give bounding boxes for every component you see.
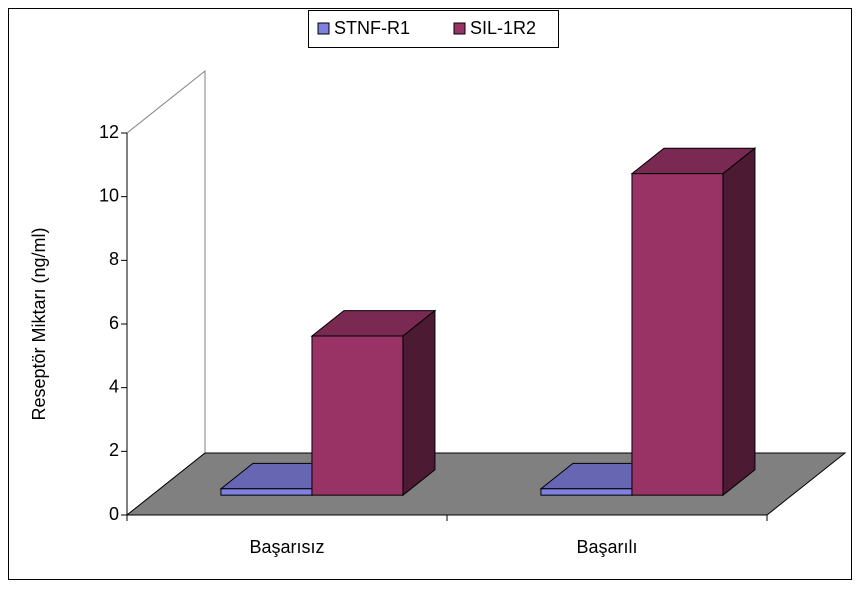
x-tick-label: Başarısız — [249, 537, 324, 557]
y-tick-label: 6 — [109, 313, 119, 333]
y-tick-label: 10 — [99, 185, 119, 205]
legend-swatch — [453, 22, 466, 35]
legend-label: STNF-R1 — [334, 18, 410, 38]
y-tick-label: 12 — [99, 122, 119, 142]
side-wall — [126, 69, 206, 517]
bar — [631, 173, 724, 496]
y-tick-label: 0 — [109, 504, 119, 524]
y-axis-label: Reseptör Miktarı (ng/ml) — [29, 227, 49, 420]
legend-swatch — [317, 22, 330, 35]
bar — [540, 488, 633, 496]
y-tick-label: 4 — [109, 376, 119, 396]
bar-side — [722, 147, 756, 497]
legend-label: SIL-1R2 — [470, 18, 536, 38]
y-tick-label: 2 — [109, 440, 119, 460]
bar — [220, 488, 313, 496]
bar-side — [402, 309, 436, 497]
legend-box — [308, 10, 559, 48]
y-tick-label: 8 — [109, 249, 119, 269]
bar — [311, 335, 404, 496]
x-tick-label: Başarılı — [576, 537, 637, 557]
